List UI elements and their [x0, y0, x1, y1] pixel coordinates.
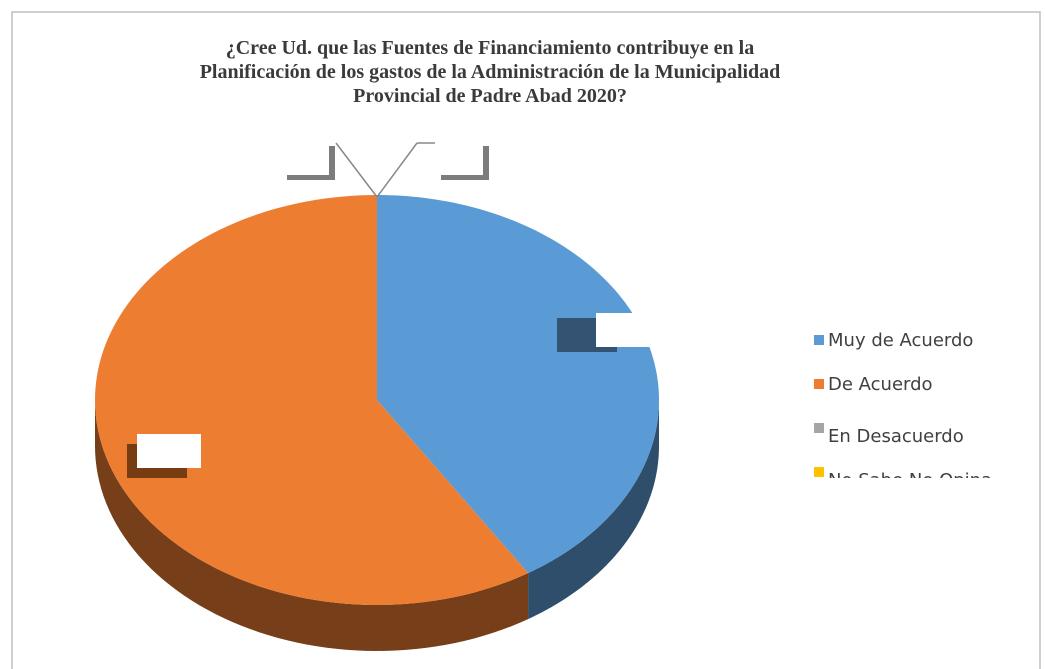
pie-slice: [377, 195, 659, 574]
legend-swatch: [814, 335, 824, 345]
pie-side: [528, 400, 659, 620]
legend-label: Muy de Acuerdo: [828, 330, 973, 351]
legend: Muy de Acuerdo De Acuerdo En Desacuerdo No …: [814, 330, 992, 491]
pie-side: [95, 400, 529, 651]
legend-swatch: [814, 423, 824, 433]
pie: [95, 195, 659, 651]
chart-frame: [11, 11, 1041, 669]
legend-label: No Sabe No Opina: [828, 470, 992, 491]
chart-title: ¿Cree Ud. que las Fuentes de Financiamie…: [199, 37, 781, 107]
legend-swatch: [814, 379, 824, 389]
legend-label: En Desacuerdo: [828, 426, 964, 447]
pie-slice: [95, 195, 529, 605]
data-label-boxes: [127, 141, 660, 478]
legend-label: De Acuerdo: [828, 374, 933, 395]
legend-swatch: [814, 467, 824, 477]
